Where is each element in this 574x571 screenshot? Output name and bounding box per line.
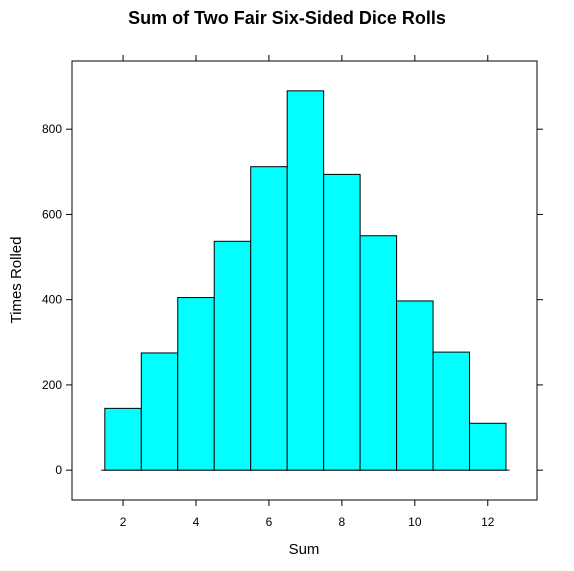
bar-sum-2: [104, 407, 142, 471]
y-tick-label: 0: [55, 463, 62, 477]
y-axis-ticks: 0 200 400 600 800: [42, 122, 543, 477]
y-tick-label: 200: [42, 378, 62, 392]
bar-sum-6: [250, 166, 288, 471]
bar-sum-12: [469, 422, 507, 471]
plot-frame: [71, 60, 538, 501]
x-axis-ticks: 2 4 6 8 10 12: [120, 55, 495, 529]
x-tick-label: 4: [193, 515, 200, 529]
bar-sum-9: [359, 235, 398, 471]
bar-sum-5: [213, 240, 252, 471]
x-tick-label: 8: [339, 515, 346, 529]
bar-sum-3: [140, 352, 179, 471]
y-tick-label: 400: [42, 293, 62, 307]
bars-group: [104, 90, 507, 471]
bar-sum-4: [177, 297, 215, 471]
x-axis-label: Sum: [289, 541, 320, 558]
bar-sum-8: [323, 173, 361, 471]
x-tick-label: 12: [481, 515, 495, 529]
y-tick-label: 800: [42, 122, 62, 136]
x-tick-label: 2: [120, 515, 127, 529]
chart-title: Sum of Two Fair Six-Sided Dice Rolls: [128, 8, 446, 28]
bar-sum-11: [432, 351, 471, 471]
bar-sum-10: [396, 300, 434, 471]
x-tick-label: 6: [266, 515, 273, 529]
x-tick-label: 10: [408, 515, 422, 529]
bar-sum-7: [286, 90, 325, 471]
y-axis-label: Times Rolled: [8, 237, 25, 324]
y-tick-label: 600: [42, 207, 62, 221]
